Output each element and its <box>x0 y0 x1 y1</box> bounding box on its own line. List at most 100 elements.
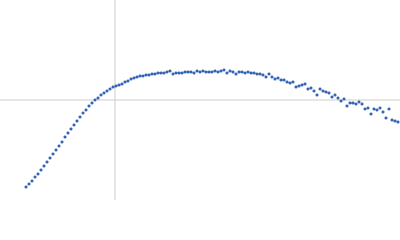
data-point <box>264 75 268 79</box>
data-point <box>105 89 109 93</box>
data-point <box>255 72 259 76</box>
data-point <box>393 119 397 123</box>
data-point <box>204 70 208 74</box>
data-point <box>111 85 115 89</box>
data-point <box>93 98 97 102</box>
page: (() => { const data = JSON.parse(documen… <box>0 0 400 200</box>
data-point <box>150 72 154 76</box>
data-point <box>387 107 391 111</box>
data-point <box>321 89 325 93</box>
data-point <box>75 119 79 123</box>
data-point <box>177 71 181 75</box>
data-point <box>231 70 235 74</box>
data-point <box>69 127 73 131</box>
data-point <box>240 70 244 74</box>
data-point <box>138 74 142 78</box>
data-point <box>33 175 37 179</box>
data-point <box>216 70 220 74</box>
data-point <box>66 131 70 135</box>
data-point <box>249 71 253 75</box>
data-point <box>63 135 67 139</box>
data-point <box>129 77 133 81</box>
data-point <box>165 70 169 74</box>
data-point <box>210 70 214 74</box>
data-point <box>162 71 166 75</box>
data-point <box>246 70 250 74</box>
data-point <box>372 107 376 111</box>
data-point <box>117 83 121 87</box>
data-point <box>312 89 316 93</box>
data-point <box>384 116 388 120</box>
data-point <box>285 80 289 84</box>
data-point <box>378 106 382 110</box>
data-point <box>330 95 334 99</box>
data-point <box>282 78 286 82</box>
data-point <box>96 96 100 100</box>
data-point <box>261 73 265 77</box>
data-point <box>102 91 106 95</box>
data-point <box>36 172 40 176</box>
data-point <box>375 108 379 112</box>
data-point <box>123 80 127 84</box>
data-point <box>81 111 85 115</box>
data-point <box>90 101 94 105</box>
data-point <box>132 76 136 80</box>
data-point <box>396 120 400 124</box>
data-point <box>222 68 226 72</box>
data-point <box>48 156 52 160</box>
data-point <box>114 84 118 88</box>
data-point <box>78 115 82 119</box>
data-point <box>24 185 28 189</box>
data-point <box>366 106 370 110</box>
data-point <box>141 74 145 78</box>
data-point <box>207 70 211 74</box>
data-point <box>30 179 34 183</box>
data-point <box>267 72 271 76</box>
data-point <box>237 70 241 74</box>
data-point <box>369 112 373 116</box>
data-point <box>42 164 46 168</box>
chart <box>0 0 400 200</box>
data-point <box>108 87 112 91</box>
data-point <box>120 82 124 86</box>
data-point <box>306 87 310 91</box>
data-point <box>291 80 295 84</box>
data-point <box>168 69 172 73</box>
data-point <box>39 168 43 172</box>
data-point <box>54 148 58 152</box>
data-point <box>144 73 148 77</box>
data-point <box>288 81 292 85</box>
data-point <box>45 160 49 164</box>
data-point <box>294 85 298 89</box>
data-point <box>333 93 337 97</box>
data-point <box>252 71 256 75</box>
data-point <box>60 140 64 144</box>
data-point <box>309 86 313 90</box>
data-point <box>348 101 352 105</box>
data-point <box>300 83 304 87</box>
data-point <box>213 69 217 73</box>
data-point <box>279 78 283 82</box>
data-point <box>219 69 223 73</box>
data-point <box>99 93 103 97</box>
data-point <box>234 72 238 76</box>
data-point <box>324 90 328 94</box>
data-point <box>72 123 76 127</box>
data-point <box>336 96 340 100</box>
data-point <box>381 110 385 114</box>
data-point <box>342 97 346 101</box>
data-point <box>189 70 193 74</box>
data-point <box>345 104 349 108</box>
data-point <box>303 82 307 86</box>
data-point <box>363 107 367 111</box>
data-point <box>315 93 319 97</box>
data-point <box>159 71 163 75</box>
data-point <box>183 70 187 74</box>
data-point <box>360 102 364 106</box>
data-point <box>228 69 232 73</box>
data-point <box>27 182 31 186</box>
data-point <box>258 72 262 76</box>
data-point <box>153 72 157 76</box>
data-point <box>186 70 190 74</box>
data-point <box>126 79 130 83</box>
